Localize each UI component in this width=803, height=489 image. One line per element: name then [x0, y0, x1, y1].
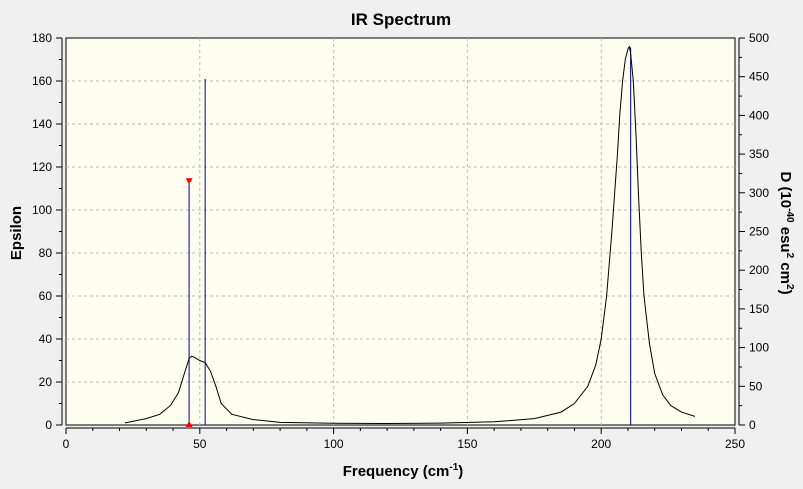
x-axis-label: Frequency (cm-1) [343, 462, 464, 480]
marker-bottom [185, 421, 193, 427]
grid [66, 38, 735, 425]
y2-tick-label: 200 [749, 263, 769, 277]
chart-title: IR Spectrum [351, 10, 451, 29]
spectrum-line [124, 45, 696, 425]
y-tick-label: 180 [32, 31, 52, 45]
plot-area [65, 37, 736, 426]
sticks [188, 47, 632, 425]
x-tick-label: 250 [725, 437, 745, 451]
y2-tick-label: 50 [749, 379, 763, 393]
x-tick-label: 150 [457, 437, 477, 451]
ticks: 0 50 100 150 200 250 0 20 40 60 80 100 120 140 160 180 0… [32, 31, 769, 451]
x-tick-label: 200 [591, 437, 611, 451]
x-tick-label: 50 [193, 437, 207, 451]
y2-tick-label: 450 [749, 70, 769, 84]
y2-tick-label: 150 [749, 302, 769, 316]
y2-tick-label: 500 [749, 31, 769, 45]
x-tick-label: 100 [324, 437, 344, 451]
y-axis-label: Epsilon [8, 206, 25, 260]
y2-tick-label: 300 [749, 186, 769, 200]
y-tick-label: 20 [39, 375, 53, 389]
y2-tick-label: 0 [749, 418, 756, 432]
y2-tick-label: 400 [749, 108, 769, 122]
y-tick-label: 120 [32, 160, 52, 174]
marker-top [185, 178, 193, 185]
y2-axis-label: D (10-40 esu2 cm2) [777, 171, 795, 294]
y2-tick-label: 100 [749, 341, 769, 355]
y-tick-label: 160 [32, 74, 52, 88]
y-tick-label: 140 [32, 117, 52, 131]
markers [185, 178, 193, 427]
y2-tick-label: 350 [749, 147, 769, 161]
y-tick-label: 80 [39, 246, 53, 260]
y-tick-label: 40 [39, 332, 53, 346]
y2-tick-label: 250 [749, 225, 769, 239]
y-tick-label: 0 [45, 418, 52, 432]
y-tick-label: 100 [32, 203, 52, 217]
y-tick-label: 60 [39, 289, 53, 303]
x-tick-label: 0 [63, 437, 70, 451]
